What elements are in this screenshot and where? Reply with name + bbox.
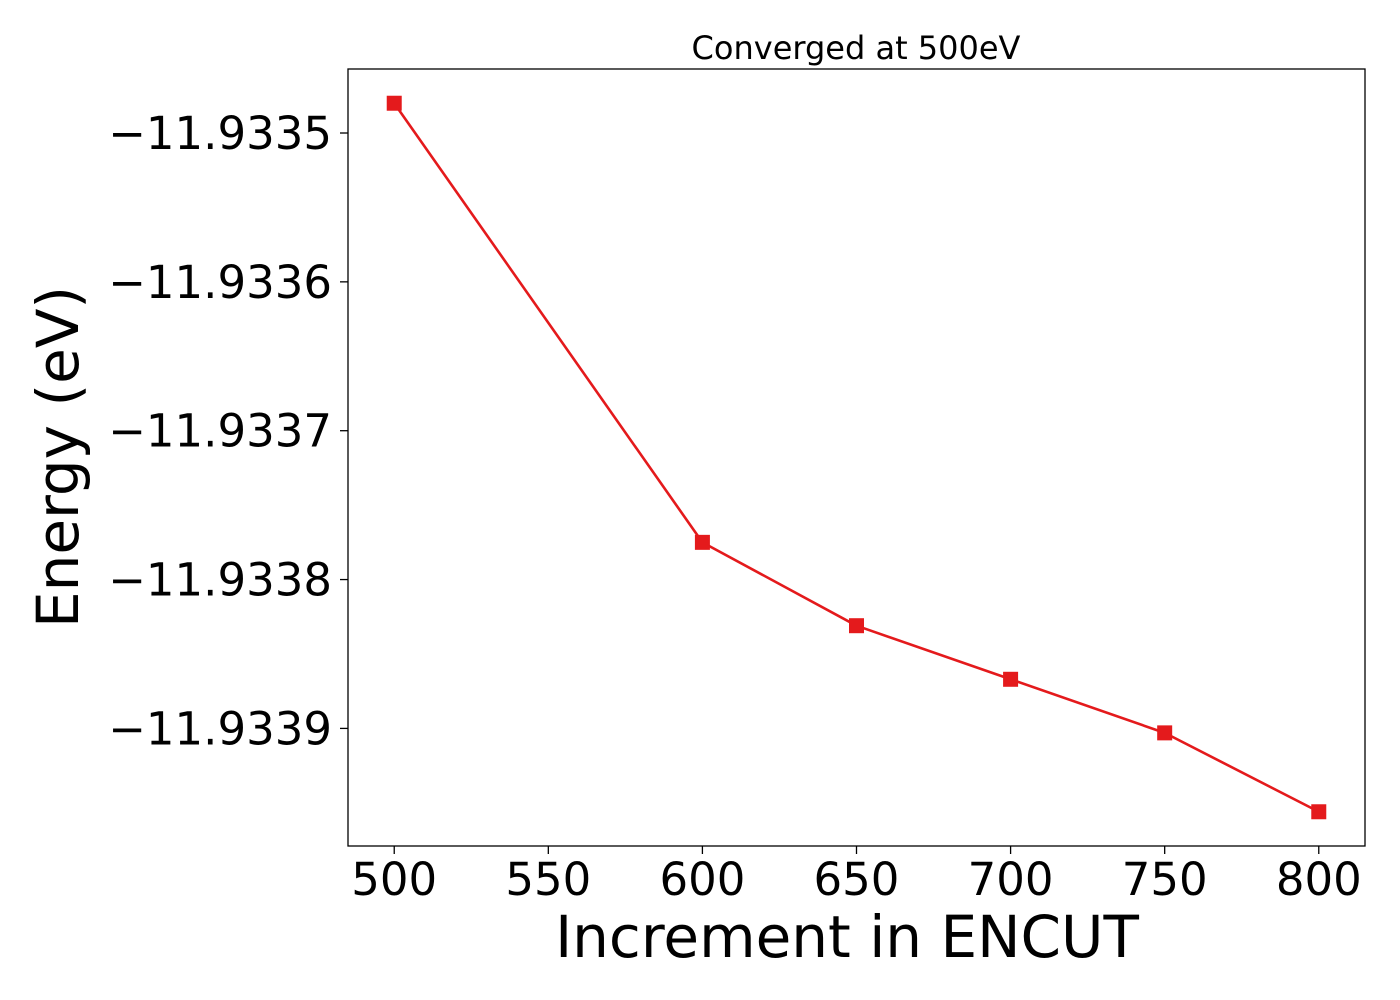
chart-title: Converged at 500eV [692, 29, 1021, 67]
y-tick-label: −11.9336 [108, 256, 332, 309]
y-axis-title: Energy (eV) [24, 286, 92, 628]
x-tick-label: 500 [351, 853, 437, 906]
series-layer [386, 95, 1327, 820]
series-line [393, 102, 1320, 813]
plot-area-frame [347, 68, 1366, 847]
x-tick-label: 650 [814, 853, 900, 906]
data-point-marker [1311, 804, 1327, 820]
data-point-marker [849, 618, 864, 634]
x-tick-label: 700 [968, 853, 1054, 906]
data-point-marker [386, 95, 402, 111]
x-tick-label: 800 [1276, 853, 1362, 906]
y-tick-label: −11.9338 [108, 554, 332, 607]
x-axis-title: Increment in ENCUT [555, 903, 1139, 971]
x-tick-label: 600 [659, 853, 745, 906]
y-axis: −11.9335 −11.9336 −11.9337 −11.9338 −11.9339 [108, 107, 348, 755]
y-tick-label: −11.9335 [108, 107, 332, 160]
x-axis: 500 550 600 650 700 750 800 [351, 846, 1362, 906]
x-tick-label: 750 [1122, 853, 1208, 906]
data-point-marker [1003, 671, 1019, 687]
y-tick-label: −11.9339 [108, 702, 332, 755]
data-point-marker [694, 534, 710, 550]
y-tick-label: −11.9337 [108, 405, 332, 458]
x-tick-label: 550 [505, 853, 591, 906]
data-point-marker [1157, 725, 1173, 741]
